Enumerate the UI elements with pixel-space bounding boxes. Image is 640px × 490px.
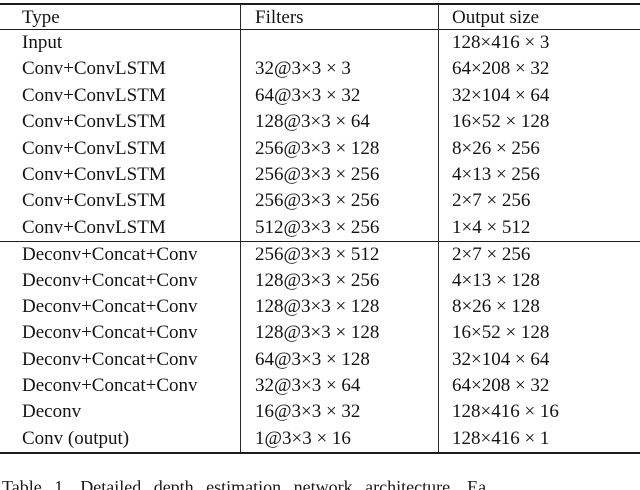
cell-output-size: 128×416 × 16 (438, 399, 640, 426)
cell-filters: 16@3×3 × 32 (240, 399, 438, 426)
cell-filters: 1@3×3 × 16 (240, 425, 438, 453)
table-row: Deconv+Concat+Conv 32@3×3 × 64 64×208 × … (0, 373, 640, 400)
cell-filters: 256@3×3 × 256 (240, 188, 438, 215)
cell-filters: 256@3×3 × 512 (240, 242, 438, 268)
table-caption: Table 1. Detailed depth estimation netwo… (2, 477, 487, 490)
cell-output-size: 128×416 × 3 (438, 30, 640, 57)
table-row: Deconv+Concat+Conv 64@3×3 × 128 32×104 ×… (0, 346, 640, 374)
depth-network-architecture-table: Type Filters Output size Input 128×416 ×… (0, 3, 640, 455)
cell-output-size: 16×52 × 128 (438, 320, 640, 347)
column-header-output-size: Output size (438, 5, 640, 29)
cell-type: Conv+ConvLSTM (22, 111, 166, 133)
cell-output-size: 128×416 × 1 (438, 425, 640, 453)
cell-output-size: 64×208 × 32 (438, 56, 640, 83)
cell-filters: 256@3×3 × 128 (240, 135, 438, 162)
table-row: Input 128×416 × 3 (0, 30, 640, 57)
cell-type: Conv (output) (22, 427, 130, 449)
cell-output-size: 2×7 × 256 (438, 242, 640, 268)
cell-type: Input (22, 32, 63, 53)
cell-output-size: 4×13 × 256 (438, 161, 640, 189)
table-row: Conv (output) 1@3×3 × 16 128×416 × 1 (0, 425, 640, 453)
cell-output-size: 32×104 × 64 (438, 82, 640, 110)
cell-type: Conv+ConvLSTM (22, 137, 166, 159)
cell-type: Conv+ConvLSTM (22, 163, 166, 185)
cell-type: Deconv+Concat+Conv (22, 348, 198, 370)
cell-filters: 32@3×3 × 64 (240, 373, 438, 400)
column-header-type: Type (22, 7, 60, 28)
cell-filters: 512@3×3 × 256 (240, 214, 438, 242)
table-row: Conv+ConvLSTM 256@3×3 × 256 2×7 × 256 (0, 188, 640, 215)
cell-output-size: 8×26 × 128 (438, 293, 640, 321)
table-row: Conv+ConvLSTM 32@3×3 × 3 64×208 × 32 (0, 56, 640, 83)
cell-type: Deconv+Concat+Conv (22, 375, 198, 397)
cell-filters: 64@3×3 × 32 (240, 82, 438, 110)
cell-filters: 128@3×3 × 256 (240, 267, 438, 294)
table-row: Deconv+Concat+Conv 128@3×3 × 256 4×13 × … (0, 267, 640, 294)
cell-filters: 128@3×3 × 128 (240, 293, 438, 321)
cell-output-size: 4×13 × 128 (438, 267, 640, 294)
table-row: Conv+ConvLSTM 256@3×3 × 256 4×13 × 256 (0, 161, 640, 189)
cell-output-size: 32×104 × 64 (438, 346, 640, 374)
cell-filters: 128@3×3 × 128 (240, 320, 438, 347)
table-row: Conv+ConvLSTM 256@3×3 × 128 8×26 × 256 (0, 135, 640, 162)
cell-type: Conv+ConvLSTM (22, 190, 166, 212)
cell-filters: 256@3×3 × 256 (240, 161, 438, 189)
cell-output-size: 64×208 × 32 (438, 373, 640, 400)
cell-type: Deconv+Concat+Conv (22, 295, 198, 317)
cell-type: Deconv (22, 401, 82, 423)
table-row: Conv+ConvLSTM 512@3×3 × 256 1×4 × 512 (0, 214, 640, 242)
cell-type: Conv+ConvLSTM (22, 216, 166, 238)
cell-type: Deconv+Concat+Conv (22, 244, 198, 266)
cell-filters: 128@3×3 × 64 (240, 109, 438, 136)
cell-filters (240, 30, 438, 57)
table-row: Deconv 16@3×3 × 32 128×416 × 16 (0, 399, 640, 426)
cell-type: Conv+ConvLSTM (22, 84, 166, 106)
table-row: Deconv+Concat+Conv 256@3×3 × 512 2×7 × 2… (0, 241, 640, 268)
table-row: Deconv+Concat+Conv 128@3×3 × 128 16×52 ×… (0, 320, 640, 347)
cell-output-size: 2×7 × 256 (438, 188, 640, 215)
cell-filters: 64@3×3 × 128 (240, 346, 438, 374)
table-row: Deconv+Concat+Conv 128@3×3 × 128 8×26 × … (0, 293, 640, 321)
cell-output-size: 8×26 × 256 (438, 135, 640, 162)
table-header-row: Type Filters Output size (0, 5, 640, 30)
table-row: Conv+ConvLSTM 128@3×3 × 64 16×52 × 128 (0, 109, 640, 136)
cell-type: Conv+ConvLSTM (22, 58, 166, 80)
column-header-filters: Filters (240, 5, 438, 29)
cell-filters: 32@3×3 × 3 (240, 56, 438, 83)
table-row: Conv+ConvLSTM 64@3×3 × 32 32×104 × 64 (0, 82, 640, 110)
cell-type: Deconv+Concat+Conv (22, 269, 198, 291)
cell-type: Deconv+Concat+Conv (22, 322, 198, 344)
cell-output-size: 1×4 × 512 (438, 214, 640, 242)
cell-output-size: 16×52 × 128 (438, 109, 640, 136)
